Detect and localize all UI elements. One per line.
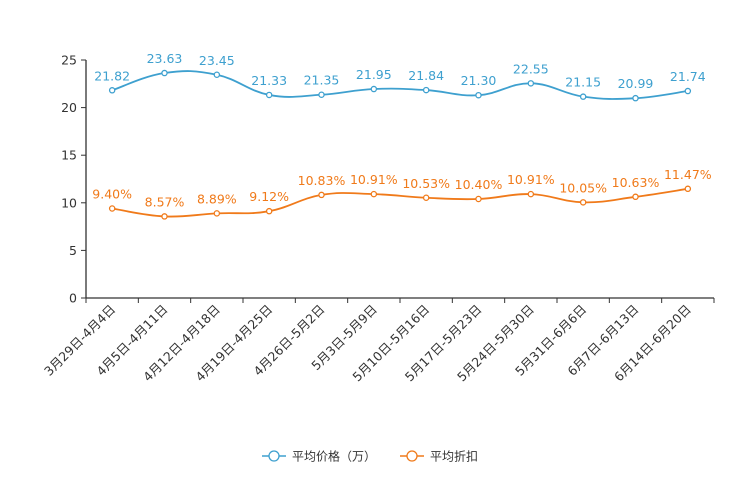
data-label: 21.95 xyxy=(356,67,392,82)
data-point xyxy=(579,93,587,100)
series-line-0 xyxy=(111,70,688,100)
data-label: 9.12% xyxy=(249,189,289,204)
data-point xyxy=(108,205,116,212)
data-point xyxy=(265,207,273,215)
data-label: 21.74 xyxy=(670,69,706,84)
data-point xyxy=(475,91,482,99)
data-point xyxy=(422,194,430,202)
data-point xyxy=(684,185,692,193)
data-label: 10.40% xyxy=(455,177,503,192)
data-label: 20.99 xyxy=(618,76,654,91)
y-tick-label: 25 xyxy=(61,53,77,68)
data-point xyxy=(684,87,692,95)
data-label: 10.83% xyxy=(298,173,346,188)
data-label: 8.89% xyxy=(197,191,237,206)
data-label: 21.82 xyxy=(94,68,130,83)
series-line-1 xyxy=(112,187,688,218)
data-label: 8.57% xyxy=(145,194,185,209)
data-label: 11.47% xyxy=(664,167,712,182)
y-tick-label: 0 xyxy=(69,291,77,306)
data-label: 21.35 xyxy=(304,73,340,88)
data-point xyxy=(161,69,168,77)
data-point xyxy=(213,71,221,79)
data-point xyxy=(527,80,535,87)
data-label: 21.15 xyxy=(565,75,601,90)
data-point xyxy=(370,190,378,198)
data-point xyxy=(527,190,535,198)
data-point xyxy=(632,94,639,102)
data-point xyxy=(265,91,273,99)
data-point xyxy=(213,210,221,217)
data-label: 23.45 xyxy=(199,53,235,68)
data-point xyxy=(632,193,639,201)
y-tick-label: 15 xyxy=(61,148,77,163)
data-point xyxy=(108,87,116,94)
data-point xyxy=(579,199,587,206)
data-point xyxy=(318,91,325,98)
data-label: 21.33 xyxy=(251,73,287,88)
data-label: 10.53% xyxy=(402,176,450,191)
legend-marker-icon xyxy=(406,450,418,462)
data-label: 21.30 xyxy=(461,73,497,88)
data-label: 10.91% xyxy=(507,172,555,187)
legend-marker-icon xyxy=(268,450,280,462)
y-tick-label: 5 xyxy=(69,243,77,258)
data-label: 22.55 xyxy=(513,61,549,76)
data-label: 21.84 xyxy=(408,68,444,83)
data-point xyxy=(318,191,325,199)
data-point xyxy=(422,86,430,94)
data-label: 23.63 xyxy=(147,51,183,66)
y-tick-label: 10 xyxy=(61,195,77,210)
data-label: 9.40% xyxy=(92,187,132,202)
data-point xyxy=(475,195,482,203)
data-label: 10.91% xyxy=(350,172,398,187)
data-point xyxy=(161,213,168,220)
legend-label: 平均折扣 xyxy=(430,449,478,464)
y-tick-label: 20 xyxy=(61,100,77,115)
data-point xyxy=(370,85,378,93)
data-label: 10.63% xyxy=(612,175,660,190)
legend-label: 平均价格（万） xyxy=(292,449,376,464)
data-label: 10.05% xyxy=(559,180,607,195)
